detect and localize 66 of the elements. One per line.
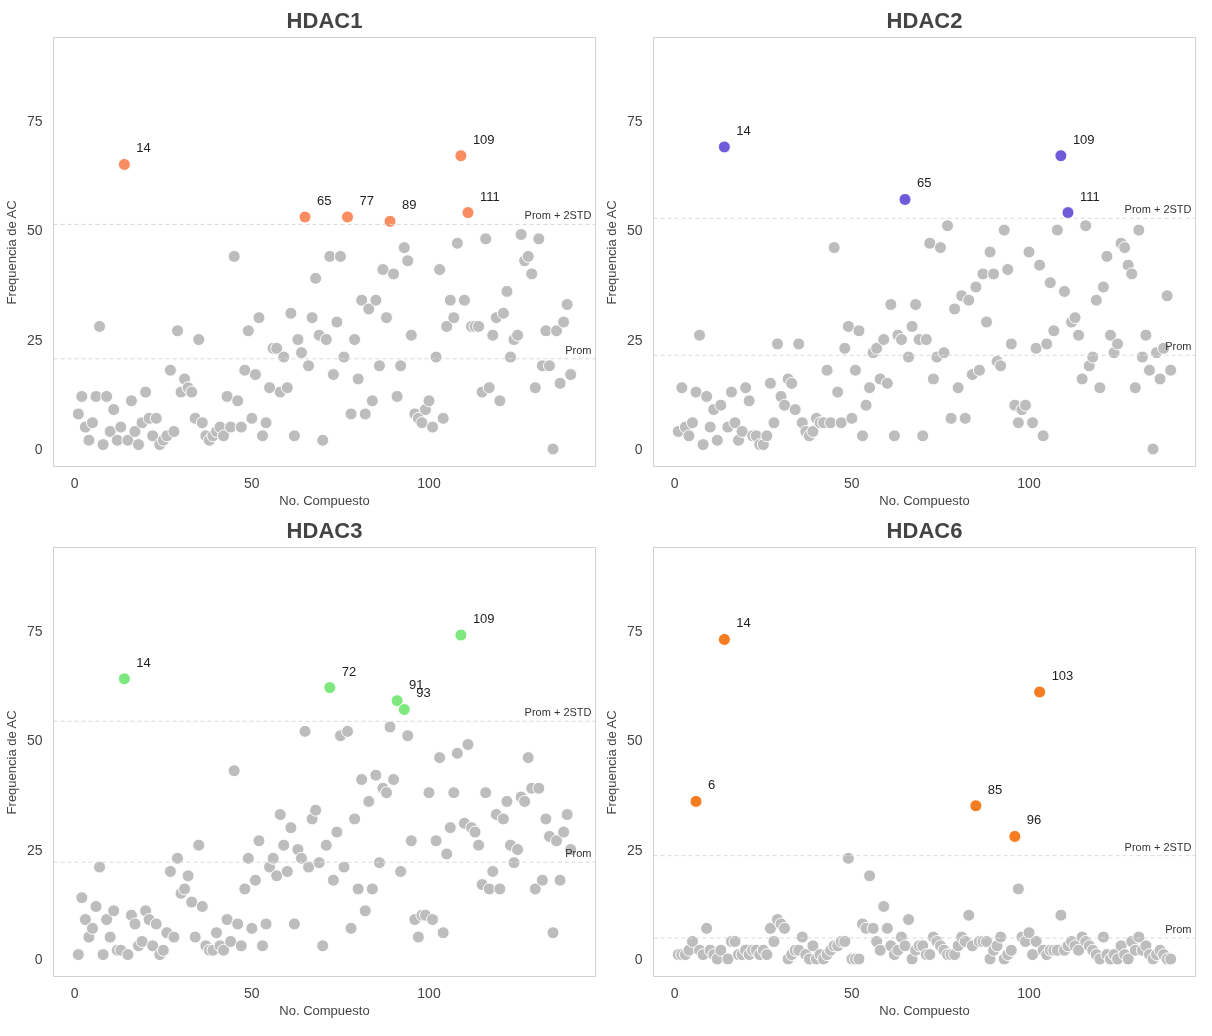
y-tick-label: 0 xyxy=(34,440,43,457)
x-tick-label: 0 xyxy=(670,474,679,491)
y-axis-title: Frequencia de AC xyxy=(603,200,619,305)
ref-line-label: Prom + 2STD xyxy=(1124,840,1192,853)
y-tick-label: 75 xyxy=(26,112,43,129)
x-tick-label: 100 xyxy=(417,984,441,1001)
x-axis-title: No. Compuesto xyxy=(279,492,370,508)
y-tick-label: 50 xyxy=(26,222,43,239)
annotation: 109 xyxy=(472,131,495,147)
y-tick-label: 50 xyxy=(626,222,643,239)
annotation: 96 xyxy=(1026,812,1042,828)
x-axis-title: No. Compuesto xyxy=(279,1002,370,1018)
annotation: 85 xyxy=(987,781,1003,797)
chart-title: HDAC6 xyxy=(886,517,963,543)
x-tick-label: 0 xyxy=(70,474,79,491)
ref-line-label: Prom xyxy=(565,343,592,356)
annotation: 111 xyxy=(1079,188,1100,204)
ref-line-label: Prom xyxy=(565,847,592,860)
x-axis-title: No. Compuesto xyxy=(879,492,970,508)
x-tick-label: 100 xyxy=(1017,984,1041,1001)
annotation: 14 xyxy=(736,122,751,138)
y-axis-title: Frequencia de AC xyxy=(603,710,619,815)
ref-line-label: Prom xyxy=(1165,340,1192,353)
chart-title: HDAC2 xyxy=(886,7,963,33)
ref-line-label: Prom + 2STD xyxy=(1124,203,1192,216)
y-tick-label: 25 xyxy=(26,331,43,348)
annotation: 14 xyxy=(736,615,751,631)
x-tick-label: 50 xyxy=(844,984,860,1001)
annotation: 14 xyxy=(136,654,151,670)
x-axis-title: No. Compuesto xyxy=(879,1002,970,1018)
annotation: 72 xyxy=(341,663,357,679)
x-tick-label: 50 xyxy=(244,474,260,491)
y-tick-label: 50 xyxy=(626,732,643,749)
annotation: 109 xyxy=(1072,131,1095,147)
y-tick-label: 75 xyxy=(626,622,643,639)
y-tick-label: 25 xyxy=(626,841,643,858)
x-tick-label: 0 xyxy=(670,984,679,1001)
annotation: 89 xyxy=(402,197,417,213)
y-tick-label: 0 xyxy=(634,440,643,457)
ref-line-label: Prom + 2STD xyxy=(524,706,592,719)
chart-title: HDAC1 xyxy=(286,7,363,33)
x-tick-label: 50 xyxy=(244,984,260,1001)
chart-title: HDAC3 xyxy=(286,517,363,543)
annotation: 6 xyxy=(708,777,716,793)
y-axis-title: Frequencia de AC xyxy=(3,710,19,815)
y-tick-label: 75 xyxy=(26,622,43,639)
annotation: 103 xyxy=(1051,667,1074,683)
annotation: 14 xyxy=(136,140,151,156)
ref-line-label: Prom + 2STD xyxy=(524,209,592,222)
annotation: 65 xyxy=(917,175,932,191)
x-tick-label: 100 xyxy=(1017,474,1041,491)
annotation: 77 xyxy=(359,192,374,208)
x-tick-label: 100 xyxy=(417,474,441,491)
y-tick-label: 50 xyxy=(26,732,43,749)
x-tick-label: 0 xyxy=(70,984,79,1001)
y-tick-label: 25 xyxy=(626,331,643,348)
y-tick-label: 0 xyxy=(34,950,43,967)
y-tick-label: 0 xyxy=(634,950,643,967)
annotation: 109 xyxy=(472,611,495,627)
annotation: 111 xyxy=(479,188,500,204)
ref-line-label: Prom xyxy=(1165,922,1192,935)
y-axis-title: Frequencia de AC xyxy=(3,200,19,305)
x-tick-label: 50 xyxy=(844,474,860,491)
y-tick-label: 25 xyxy=(26,841,43,858)
annotation: 65 xyxy=(317,192,332,208)
y-tick-label: 75 xyxy=(626,112,643,129)
